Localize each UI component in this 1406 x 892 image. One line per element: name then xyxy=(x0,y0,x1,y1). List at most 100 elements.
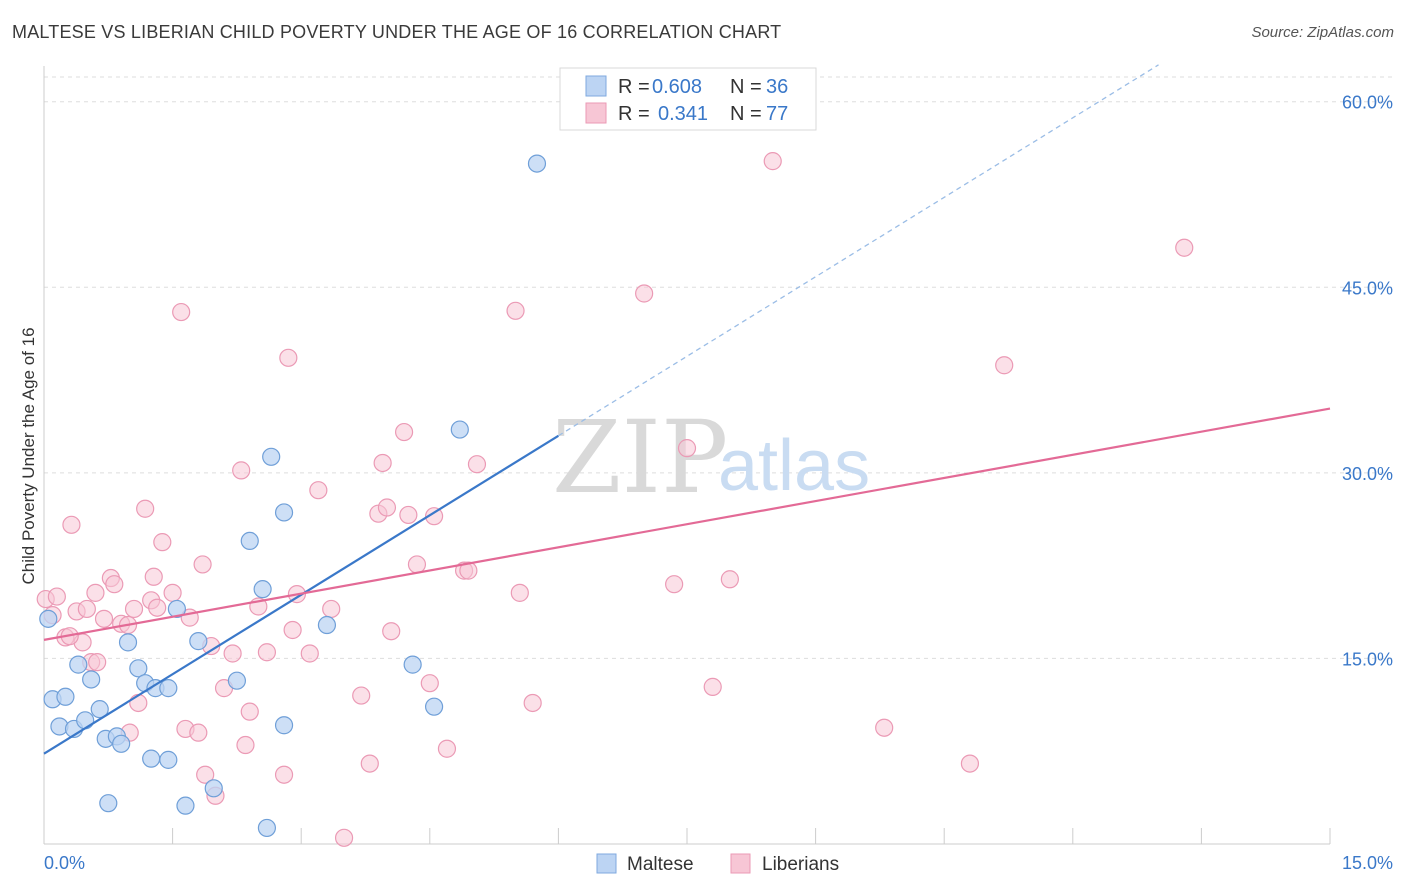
maltese-point-29 xyxy=(257,818,277,838)
liberians-point-58 xyxy=(437,739,457,758)
liberians-point-24 xyxy=(172,302,191,322)
y-tick-label-1: 30.0% xyxy=(1342,464,1393,484)
maltese-point-21 xyxy=(167,599,186,619)
liberians-point-66 xyxy=(665,575,684,594)
liberians-point-73 xyxy=(995,356,1014,375)
maltese-point-8 xyxy=(90,700,109,719)
chart-title: MALTESE VS LIBERIAN CHILD POVERTY UNDER … xyxy=(12,22,782,42)
liberians-trend-line xyxy=(43,407,1331,641)
liberians-point-23 xyxy=(163,583,182,602)
legend-r-value-maltese: 0.608 xyxy=(652,76,702,98)
liberians-point-4 xyxy=(62,515,81,534)
legend-swatch-liberians xyxy=(585,102,607,124)
series-label-liberians: Liberians xyxy=(762,854,839,875)
x-tick-labels: 0.0% 15.0% xyxy=(44,853,1393,873)
y-tick-labels: 15.0% 30.0% 45.0% 60.0% xyxy=(1342,93,1393,670)
liberians-points xyxy=(36,152,1194,847)
maltese-point-31 xyxy=(317,615,337,635)
legend-r-value-liberians: 0.341 xyxy=(658,103,708,125)
legend-n-label-liberians: N = xyxy=(730,103,762,125)
liberians-point-2 xyxy=(47,587,66,606)
liberians-point-71 xyxy=(875,718,894,737)
maltese-point-35 xyxy=(527,154,547,173)
trend-lines xyxy=(43,64,1331,755)
series-swatch-liberians xyxy=(730,853,751,874)
liberians-point-13 xyxy=(105,575,124,594)
maltese-point-11 xyxy=(112,734,131,753)
liberians-point-53 xyxy=(394,422,414,442)
maltese-point-2 xyxy=(56,687,75,706)
liberians-point-18 xyxy=(136,499,155,518)
liberians-point-52 xyxy=(382,622,401,641)
maltese-point-7 xyxy=(76,711,95,730)
liberians-point-43 xyxy=(300,644,319,663)
liberians-point-10 xyxy=(88,653,107,672)
liberians-point-27 xyxy=(189,723,208,742)
maltese-point-33 xyxy=(424,697,444,716)
liberians-point-51 xyxy=(377,498,397,517)
y-tick-label-0: 15.0% xyxy=(1342,649,1393,669)
liberians-point-21 xyxy=(148,598,167,617)
liberians-point-74 xyxy=(1175,238,1194,257)
maltese-point-25 xyxy=(240,531,259,551)
watermark: ZIP atlas xyxy=(552,399,870,516)
maltese-point-19 xyxy=(99,794,118,813)
maltese-point-17 xyxy=(142,749,161,768)
x-tick-label-0: 0.0% xyxy=(44,853,85,873)
axes xyxy=(43,66,1331,845)
liberians-point-45 xyxy=(322,599,341,619)
legend-n-value-maltese: 36 xyxy=(766,76,788,98)
maltese-point-0 xyxy=(39,609,58,628)
maltese-point-30 xyxy=(274,716,294,735)
correlation-legend: R = 0.608 N = 36 R = 0.341 N = 77 xyxy=(559,67,817,131)
maltese-point-5 xyxy=(69,655,88,674)
liberians-point-16 xyxy=(124,599,144,619)
liberians-point-60 xyxy=(459,561,478,580)
liberians-point-48 xyxy=(360,754,379,773)
liberians-point-44 xyxy=(309,481,328,500)
liberians-point-65 xyxy=(635,284,654,303)
liberians-point-7 xyxy=(77,599,96,619)
liberians-point-64 xyxy=(523,693,542,713)
liberians-point-47 xyxy=(352,686,371,705)
maltese-point-6 xyxy=(82,670,101,689)
legend-swatch-maltese xyxy=(585,75,607,97)
maltese-point-12 xyxy=(118,633,138,652)
liberians-point-69 xyxy=(720,570,739,589)
liberians-point-28 xyxy=(193,555,212,574)
y-axis-label: Child Poverty Under the Age of 16 xyxy=(19,327,38,584)
liberians-point-57 xyxy=(424,507,444,526)
liberians-point-20 xyxy=(144,567,163,586)
series-swatch-maltese xyxy=(596,853,617,874)
y-tick-label-2: 45.0% xyxy=(1342,278,1393,298)
chart-source: Source: ZipAtlas.com xyxy=(1251,24,1394,41)
liberians-point-38 xyxy=(257,643,277,662)
y-tick-label-3: 60.0% xyxy=(1342,93,1393,113)
liberians-point-17 xyxy=(129,693,148,713)
maltese-point-34 xyxy=(450,420,469,439)
liberians-point-35 xyxy=(236,735,255,755)
maltese-point-24 xyxy=(227,671,246,690)
liberians-point-68 xyxy=(703,677,722,696)
legend-r-label-liberians: R = xyxy=(618,103,650,125)
maltese-point-27 xyxy=(262,447,281,466)
series-label-maltese: Maltese xyxy=(627,854,694,875)
liberians-point-11 xyxy=(94,609,114,628)
maltese-point-22 xyxy=(189,632,208,651)
legend-n-label-maltese: N = xyxy=(730,76,762,98)
liberians-point-63 xyxy=(510,583,529,602)
liberians-point-55 xyxy=(407,555,427,574)
liberians-point-70 xyxy=(763,152,782,171)
legend-r-label-maltese: R = xyxy=(618,76,650,98)
maltese-trend-extension xyxy=(558,64,1159,437)
liberians-point-50 xyxy=(373,453,392,473)
liberians-point-41 xyxy=(283,620,302,640)
liberians-point-56 xyxy=(420,674,439,693)
grid-lines xyxy=(44,76,1392,659)
maltese-point-28 xyxy=(274,503,294,522)
liberians-point-34 xyxy=(232,461,251,480)
liberians-point-61 xyxy=(467,455,487,474)
watermark-atlas: atlas xyxy=(718,426,870,506)
maltese-point-32 xyxy=(403,655,422,674)
liberians-point-67 xyxy=(677,439,697,458)
